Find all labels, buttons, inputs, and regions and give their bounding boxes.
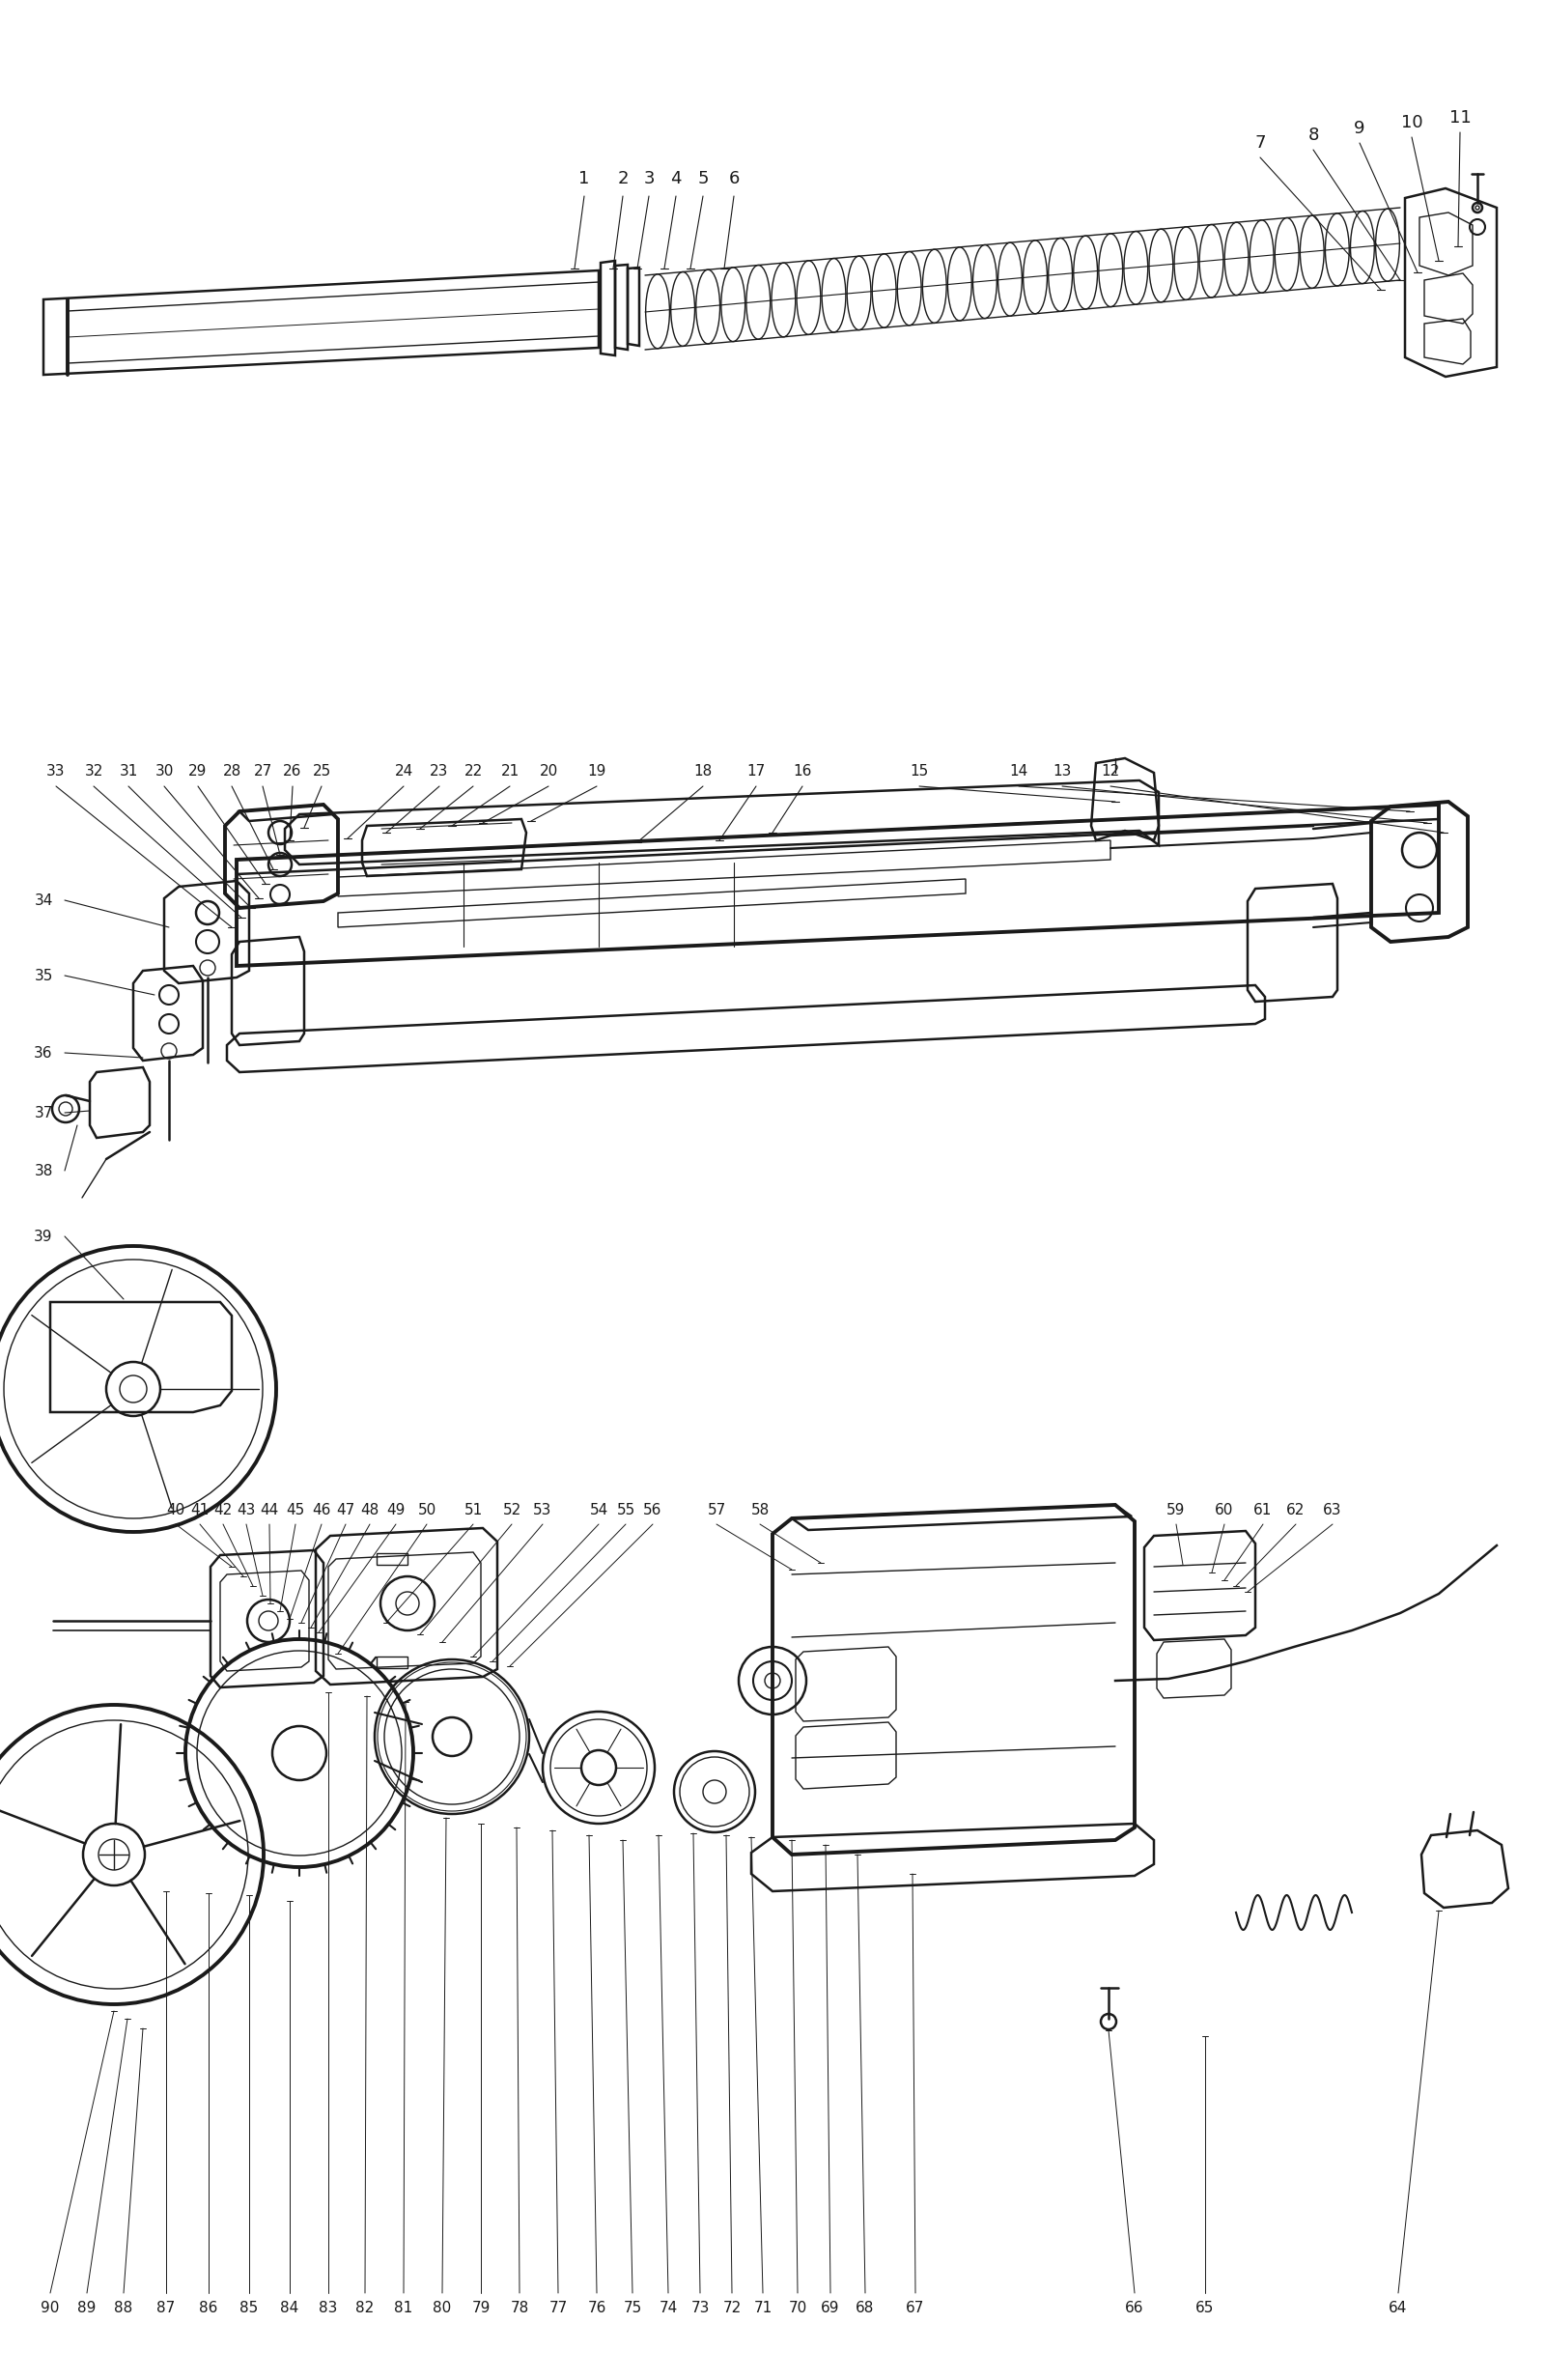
Text: 25: 25: [312, 764, 331, 778]
Text: 24: 24: [394, 764, 413, 778]
Text: 35: 35: [34, 969, 53, 983]
Text: 45: 45: [286, 1502, 304, 1516]
Text: 81: 81: [394, 2301, 413, 2316]
Text: 51: 51: [464, 1502, 482, 1516]
Text: 67: 67: [905, 2301, 925, 2316]
Text: 3: 3: [643, 169, 655, 188]
Text: 16: 16: [793, 764, 811, 778]
Text: 69: 69: [820, 2301, 840, 2316]
Text: 41: 41: [190, 1502, 209, 1516]
Text: 75: 75: [623, 2301, 641, 2316]
Text: 87: 87: [156, 2301, 176, 2316]
Text: 20: 20: [539, 764, 558, 778]
Text: 1: 1: [579, 169, 590, 188]
Text: 55: 55: [616, 1502, 635, 1516]
Text: 43: 43: [236, 1502, 255, 1516]
Text: 89: 89: [77, 2301, 96, 2316]
Text: 53: 53: [533, 1502, 552, 1516]
Text: 9: 9: [1353, 119, 1366, 138]
Text: 83: 83: [318, 2301, 338, 2316]
Text: 48: 48: [360, 1502, 379, 1516]
Text: 73: 73: [691, 2301, 709, 2316]
Text: 68: 68: [856, 2301, 874, 2316]
Bar: [377, 1554, 408, 1564]
Text: 49: 49: [386, 1502, 405, 1516]
Text: 46: 46: [312, 1502, 331, 1516]
Text: 40: 40: [167, 1502, 185, 1516]
Text: 78: 78: [510, 2301, 528, 2316]
Text: 14: 14: [1009, 764, 1027, 778]
Text: 71: 71: [754, 2301, 772, 2316]
Text: 84: 84: [280, 2301, 300, 2316]
Text: 77: 77: [548, 2301, 567, 2316]
Text: 26: 26: [283, 764, 301, 778]
Text: 57: 57: [708, 1502, 726, 1516]
Text: 63: 63: [1323, 1502, 1343, 1516]
Text: 33: 33: [46, 764, 65, 778]
Text: 4: 4: [671, 169, 681, 188]
Text: 85: 85: [239, 2301, 258, 2316]
Text: 21: 21: [501, 764, 519, 778]
Text: 37: 37: [34, 1104, 53, 1121]
Text: 13: 13: [1052, 764, 1072, 778]
Text: 18: 18: [694, 764, 712, 778]
Text: 70: 70: [788, 2301, 806, 2316]
Text: 50: 50: [417, 1502, 436, 1516]
Text: 65: 65: [1196, 2301, 1214, 2316]
Text: 34: 34: [34, 892, 53, 907]
Text: 28: 28: [222, 764, 241, 778]
Text: 11: 11: [1449, 109, 1471, 126]
Text: 8: 8: [1307, 126, 1319, 143]
Text: 74: 74: [658, 2301, 678, 2316]
Text: 62: 62: [1287, 1502, 1306, 1516]
Text: 30: 30: [154, 764, 173, 778]
Text: 44: 44: [260, 1502, 278, 1516]
Text: 27: 27: [253, 764, 272, 778]
Text: 38: 38: [34, 1164, 53, 1178]
Text: 86: 86: [199, 2301, 218, 2316]
Text: 64: 64: [1389, 2301, 1407, 2316]
Text: 7: 7: [1255, 133, 1265, 152]
Text: 31: 31: [119, 764, 138, 778]
Text: 2: 2: [618, 169, 629, 188]
Text: 15: 15: [910, 764, 929, 778]
Text: 82: 82: [355, 2301, 374, 2316]
Text: 10: 10: [1401, 114, 1423, 131]
Bar: [377, 1656, 408, 1668]
Text: 22: 22: [464, 764, 482, 778]
Text: 29: 29: [188, 764, 207, 778]
Text: 61: 61: [1253, 1502, 1273, 1516]
Text: 5: 5: [697, 169, 709, 188]
Text: 39: 39: [34, 1228, 53, 1245]
Text: 72: 72: [723, 2301, 742, 2316]
Text: 32: 32: [85, 764, 104, 778]
Text: 56: 56: [643, 1502, 663, 1516]
Text: 36: 36: [34, 1045, 53, 1059]
Text: 80: 80: [433, 2301, 451, 2316]
Text: 42: 42: [213, 1502, 232, 1516]
Text: 54: 54: [589, 1502, 609, 1516]
Text: 59: 59: [1166, 1502, 1185, 1516]
Text: 12: 12: [1102, 764, 1120, 778]
Text: 19: 19: [587, 764, 606, 778]
Text: 88: 88: [114, 2301, 133, 2316]
Text: 52: 52: [502, 1502, 521, 1516]
Text: 6: 6: [728, 169, 740, 188]
Text: 66: 66: [1125, 2301, 1143, 2316]
Text: 90: 90: [40, 2301, 60, 2316]
Text: 17: 17: [746, 764, 765, 778]
Text: 47: 47: [337, 1502, 355, 1516]
Text: 23: 23: [430, 764, 448, 778]
Text: 76: 76: [587, 2301, 606, 2316]
Text: 79: 79: [471, 2301, 490, 2316]
Text: 58: 58: [751, 1502, 769, 1516]
Text: 60: 60: [1214, 1502, 1234, 1516]
